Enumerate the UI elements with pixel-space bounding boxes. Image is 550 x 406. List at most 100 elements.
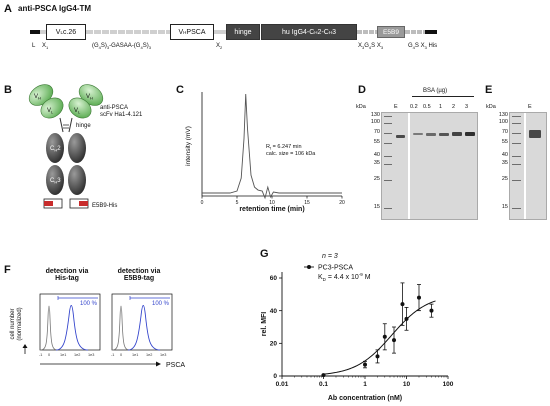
d-marker: 70 <box>373 129 380 135</box>
panel-f-letter: F <box>4 264 11 276</box>
g-ytick-label: 60 <box>270 275 278 282</box>
d-bsa-band <box>465 131 475 136</box>
d-marker: 100 <box>370 119 380 125</box>
f-ylabel-1: cell number <box>10 308 16 339</box>
d-marker: 55 <box>373 139 380 145</box>
f-plot1-percent: 100 % <box>80 301 98 307</box>
g-legend-marker <box>307 265 311 269</box>
hinge-label: hinge <box>76 123 91 129</box>
linker-segment <box>86 30 170 34</box>
f-xtick: 1e3 <box>160 353 166 357</box>
e-ladder-band <box>512 156 521 158</box>
hinge-box: hinge <box>226 24 260 40</box>
d-ladder-band <box>384 123 392 125</box>
f-xtick: 1e1 <box>60 353 66 357</box>
d-bsa-band <box>439 132 449 136</box>
d-gel-image <box>381 112 478 220</box>
e-marker: 55 <box>501 139 508 145</box>
panel-a-title: anti-PSCA IgG4-TM <box>18 4 92 13</box>
d-sample-band <box>396 135 405 138</box>
vl-label: VL <box>47 108 54 115</box>
d-ladder-band <box>384 143 392 145</box>
f-plot2-frame <box>111 293 173 351</box>
d-bsa-header: BSA (µg) <box>423 88 448 94</box>
d-lane-labels: E 0.2 0.5 1 2 3 <box>392 104 476 112</box>
g-data-point <box>392 338 397 343</box>
e-ladder-band <box>512 116 521 118</box>
tag-label: E5B9-His <box>92 203 117 209</box>
d-ladder-band <box>384 116 392 118</box>
flow-histograms: cell number (normalized) 100 % -1 0 1e1 … <box>10 293 185 369</box>
vl-domain-left <box>40 97 64 119</box>
d-bsa-band <box>413 133 423 135</box>
d-lane-label: 0.2 <box>410 104 418 110</box>
d-lane-label: 3 <box>465 104 469 110</box>
f-plot1-control-histogram <box>39 305 59 351</box>
binding-curve-chart: n = 3 PC3-PSCA KD = 4.4 x 10-9 M 0.01 0.1… <box>261 253 454 402</box>
ch2-domain-left <box>46 133 64 163</box>
d-lane-label: E <box>394 104 398 110</box>
d-marker: 130 <box>370 112 380 118</box>
ch3-label: CH3 <box>50 178 61 185</box>
his-segment <box>425 30 437 34</box>
e-ladder-band <box>512 180 521 182</box>
g-ylabel: rel. MFI <box>261 312 268 337</box>
chromatogram-chart: 0 5 10 15 20 intensity (mV) retention time (… <box>185 92 345 213</box>
hu-igg4-box: hu IgG4-C H 2-C H 3 <box>261 24 357 40</box>
e-kda-label: kDa <box>486 104 496 110</box>
f-plot1-frame <box>39 293 101 351</box>
leader-segment <box>30 30 40 34</box>
d-ladder-band <box>384 164 392 166</box>
d-marker: 25 <box>373 176 380 182</box>
scfv-label-line2: scFv Ha1-4.121 <box>100 112 143 118</box>
f-xtick: -1 <box>39 353 42 357</box>
f-plot2-control-histogram <box>111 305 131 351</box>
g-ytick-label: 20 <box>270 341 278 348</box>
e-ladder-band <box>512 143 521 145</box>
label-x3-g4s-x3: X3G4S X3 <box>358 43 384 51</box>
g-fit-curve <box>323 300 436 375</box>
f-xtick: -1 <box>111 353 114 357</box>
ch3-domain-right <box>68 165 86 195</box>
panel-e-letter: E <box>485 84 493 96</box>
d-ladder-band <box>384 133 392 135</box>
x3-g4s-segment <box>357 30 377 34</box>
d-lane-divider <box>408 113 410 219</box>
e-marker: 100 <box>498 119 508 125</box>
e-marker-labels: 130 100 70 55 40 35 25 15 <box>486 112 508 222</box>
panel-c-letter: C <box>176 84 184 96</box>
g-xtick-label: 10 <box>403 381 411 388</box>
panel-d-letter: D <box>358 84 366 96</box>
f-plot2-percent: 100 % <box>152 301 170 307</box>
g-data-point <box>416 295 421 300</box>
f-plot2-xticks: -1 0 1e1 1e2 1e3 <box>111 353 166 357</box>
e-marker: 15 <box>501 204 508 210</box>
e-ladder-band <box>512 208 521 210</box>
e-ladder-band <box>512 123 521 125</box>
f-xtick: 1e2 <box>146 353 152 357</box>
ch2-label: CH2 <box>50 146 61 153</box>
chromatogram-trace <box>202 93 342 200</box>
d-ladder-band <box>384 208 392 210</box>
label-l: L <box>32 43 36 49</box>
x2-segment <box>214 30 226 34</box>
d-kda-label: kDa <box>356 104 366 110</box>
x1-segment <box>40 30 46 34</box>
e-marker: 70 <box>501 129 508 135</box>
label-x2: X2 <box>216 43 223 51</box>
d-marker: 35 <box>373 160 380 166</box>
d-ladder-band <box>384 156 392 158</box>
hinge-line-left <box>59 117 64 133</box>
f-xtick: 1e2 <box>74 353 80 357</box>
e-marker: 35 <box>501 160 508 166</box>
g-xtick-label: 0.1 <box>319 381 328 388</box>
f-plot2-title: detection via E5B9-tag <box>117 268 161 282</box>
e5b9-tag-left <box>44 201 53 206</box>
g-data-point <box>382 334 387 339</box>
g-xtick-label: 100 <box>443 381 454 388</box>
f-plot1-sample-histogram <box>55 305 89 351</box>
g-data-point <box>400 302 405 307</box>
e-lane-divider <box>524 113 526 219</box>
e-gel-image <box>509 112 547 220</box>
